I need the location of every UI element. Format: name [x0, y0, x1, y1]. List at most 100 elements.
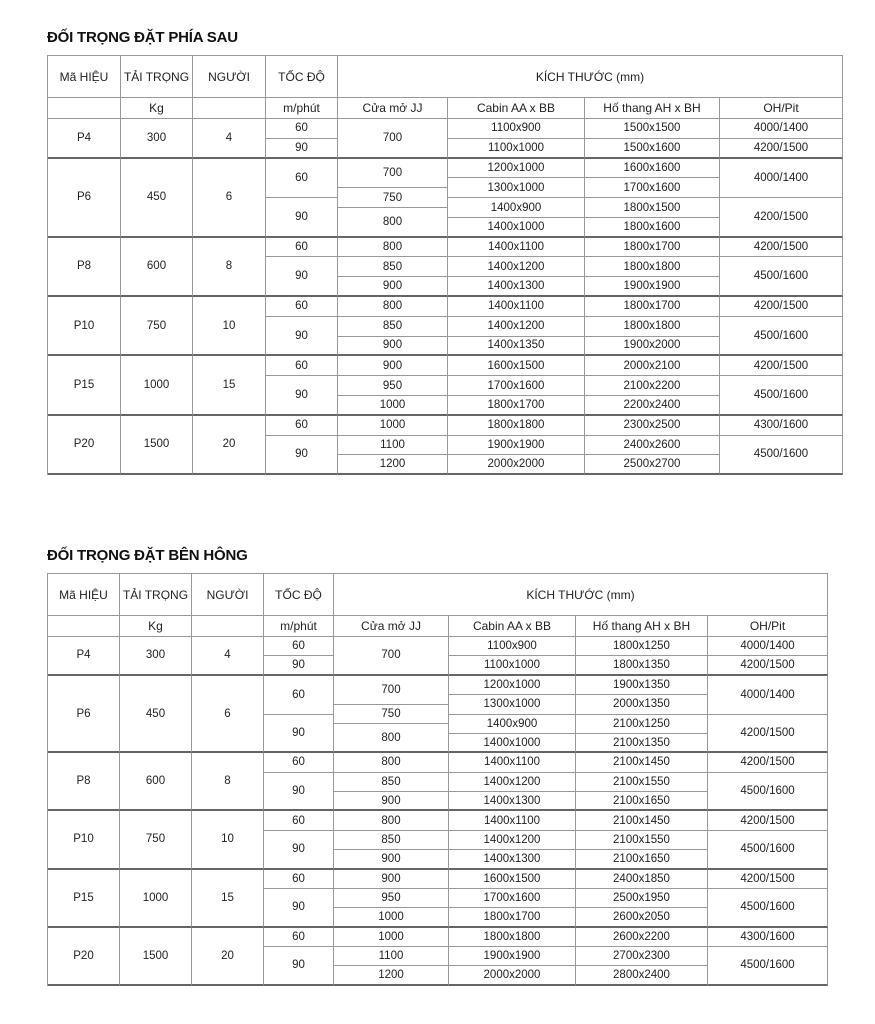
- door-cell: 850: [334, 772, 449, 792]
- persons-cell: 8: [193, 237, 266, 298]
- shaft-cell: 2100x1250: [576, 714, 708, 734]
- shaft-cell: 2500x2700: [585, 455, 720, 476]
- ohpit-cell: 4200/1500: [708, 869, 828, 889]
- header-dimensions: KÍCH THƯỚC (mm): [334, 574, 828, 616]
- shaft-cell: 2100x1550: [576, 830, 708, 851]
- shaft-cell: 2100x2200: [585, 376, 720, 396]
- model-cell: P4: [48, 119, 121, 159]
- section-title-side-counterweight: ĐỐI TRỌNG ĐẶT BÊN HÔNG: [47, 547, 248, 564]
- shaft-cell: 1800x1700: [585, 297, 720, 317]
- door-cell: 900: [338, 336, 448, 357]
- shaft-cell: 1800x1500: [585, 198, 720, 218]
- shaft-cell: 1500x1600: [585, 138, 720, 159]
- persons-cell: 10: [193, 297, 266, 357]
- door-cell: 1200: [338, 455, 448, 476]
- speed-cell: 60: [266, 356, 338, 377]
- speed-cell: 90: [264, 830, 334, 870]
- cabin-cell: 1400x1200: [449, 830, 576, 851]
- ohpit-cell: 4500/1600: [708, 888, 828, 928]
- door-cell: 800: [334, 811, 449, 831]
- shaft-cell: 1900x1900: [585, 277, 720, 298]
- ohpit-cell: 4200/1500: [720, 198, 843, 238]
- persons-cell: 15: [193, 356, 266, 416]
- door-cell: 800: [338, 237, 448, 258]
- door-cell: 850: [338, 257, 448, 278]
- cabin-cell: 1700x1600: [449, 888, 576, 909]
- door-cell: 700: [338, 158, 448, 189]
- speed-cell: 60: [266, 297, 338, 317]
- load-cell: 600: [121, 237, 193, 298]
- cabin-cell: 1300x1000: [448, 178, 585, 199]
- speed-cell: 90: [266, 435, 338, 476]
- cabin-cell: 1800x1800: [449, 927, 576, 947]
- cabin-cell: 1400x900: [449, 714, 576, 734]
- shaft-cell: 2100x1450: [576, 811, 708, 831]
- ohpit-cell: 4000/1400: [720, 158, 843, 199]
- door-cell: 800: [338, 208, 448, 238]
- ohpit-cell: 4000/1400: [720, 119, 843, 139]
- speed-cell: 60: [264, 927, 334, 947]
- header-cabin: Cabin AA x BB: [448, 98, 585, 119]
- speed-cell: 90: [264, 947, 334, 986]
- shaft-cell: 1800x1600: [585, 217, 720, 238]
- ohpit-cell: 4300/1600: [720, 415, 843, 436]
- cabin-cell: 1800x1700: [449, 908, 576, 928]
- cabin-cell: 2000x2000: [449, 966, 576, 986]
- cabin-cell: 1800x1800: [448, 415, 585, 436]
- speed-cell: 60: [266, 158, 338, 199]
- cabin-cell: 1400x1100: [449, 753, 576, 773]
- ohpit-cell: 4500/1600: [708, 830, 828, 870]
- persons-cell: 10: [192, 811, 264, 870]
- door-cell: 900: [334, 850, 449, 870]
- shaft-cell: 2100x1650: [576, 792, 708, 812]
- ohpit-cell: 4000/1400: [708, 675, 828, 715]
- header-persons-unit: [193, 98, 266, 119]
- cabin-cell: 1400x1000: [448, 217, 585, 238]
- cabin-cell: 1400x900: [448, 198, 585, 218]
- spec-table-side-counterweight: Mã HIỆU TẢI TRỌNG NGƯỜI TỐC ĐỘ KÍCH THƯỚC (m…: [47, 573, 828, 986]
- cabin-cell: 1600x1500: [449, 869, 576, 889]
- header-load-unit: Kg: [121, 98, 193, 119]
- model-cell: P10: [48, 811, 120, 870]
- model-cell: P10: [48, 297, 121, 357]
- cabin-cell: 1100x1000: [448, 138, 585, 159]
- cabin-cell: 1400x1000: [449, 733, 576, 754]
- header-persons: NGƯỜI: [193, 56, 266, 98]
- shaft-cell: 1800x1350: [576, 656, 708, 676]
- shaft-cell: 2400x2600: [585, 435, 720, 456]
- model-cell: P15: [48, 869, 120, 928]
- cabin-cell: 1300x1000: [449, 695, 576, 715]
- load-cell: 1500: [120, 927, 192, 986]
- cabin-cell: 1600x1500: [448, 356, 585, 377]
- header-dimensions: KÍCH THƯỚC (mm): [338, 56, 843, 98]
- load-cell: 750: [120, 811, 192, 870]
- shaft-cell: 1800x1800: [585, 316, 720, 337]
- speed-cell: 60: [264, 675, 334, 715]
- shaft-cell: 2000x1350: [576, 695, 708, 715]
- speed-cell: 60: [264, 753, 334, 773]
- shaft-cell: 2800x2400: [576, 966, 708, 986]
- header-speed: TỐC ĐỘ: [264, 574, 334, 616]
- speed-cell: 90: [264, 888, 334, 928]
- load-cell: 750: [121, 297, 193, 357]
- section-title-rear-counterweight: ĐỐI TRỌNG ĐẶT PHÍA SAU: [47, 29, 238, 46]
- ohpit-cell: 4300/1600: [708, 927, 828, 947]
- speed-cell: 60: [264, 811, 334, 831]
- cabin-cell: 1700x1600: [448, 376, 585, 396]
- ohpit-cell: 4500/1600: [720, 257, 843, 298]
- door-cell: 1000: [334, 927, 449, 947]
- model-cell: P20: [48, 415, 121, 476]
- speed-cell: 90: [264, 656, 334, 676]
- ohpit-cell: 4200/1500: [720, 356, 843, 377]
- speed-cell: 60: [264, 637, 334, 657]
- ohpit-cell: 4200/1500: [720, 138, 843, 159]
- header-model: Mã HIỆU: [48, 574, 120, 616]
- door-cell: 850: [334, 830, 449, 851]
- ohpit-cell: 4500/1600: [720, 376, 843, 416]
- shaft-cell: 2100x1650: [576, 850, 708, 870]
- ohpit-cell: 4200/1500: [708, 811, 828, 831]
- door-cell: 1000: [338, 415, 448, 436]
- shaft-cell: 2000x2100: [585, 356, 720, 377]
- door-cell: 1000: [334, 908, 449, 928]
- speed-cell: 60: [266, 415, 338, 436]
